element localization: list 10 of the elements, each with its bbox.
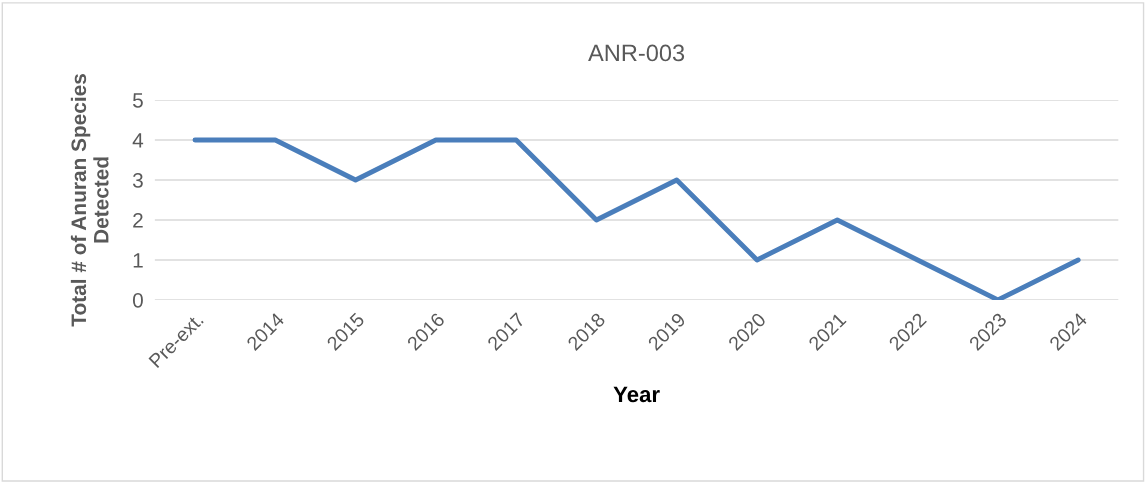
y-tick-label: 5 (132, 93, 143, 108)
chart-title: ANR-003 (588, 44, 685, 62)
y-axis-title: Total # of Anuran Species Detected (70, 74, 109, 327)
y-tick-label: 2 (133, 212, 143, 228)
y-tick-label: 3 (132, 172, 143, 188)
line-series (192, 137, 1081, 300)
x-axis-title: Year (613, 386, 660, 403)
y-tick-label: 1 (133, 253, 143, 268)
y-tick-label: 0 (132, 292, 143, 308)
y-tick-label: 4 (132, 133, 144, 148)
